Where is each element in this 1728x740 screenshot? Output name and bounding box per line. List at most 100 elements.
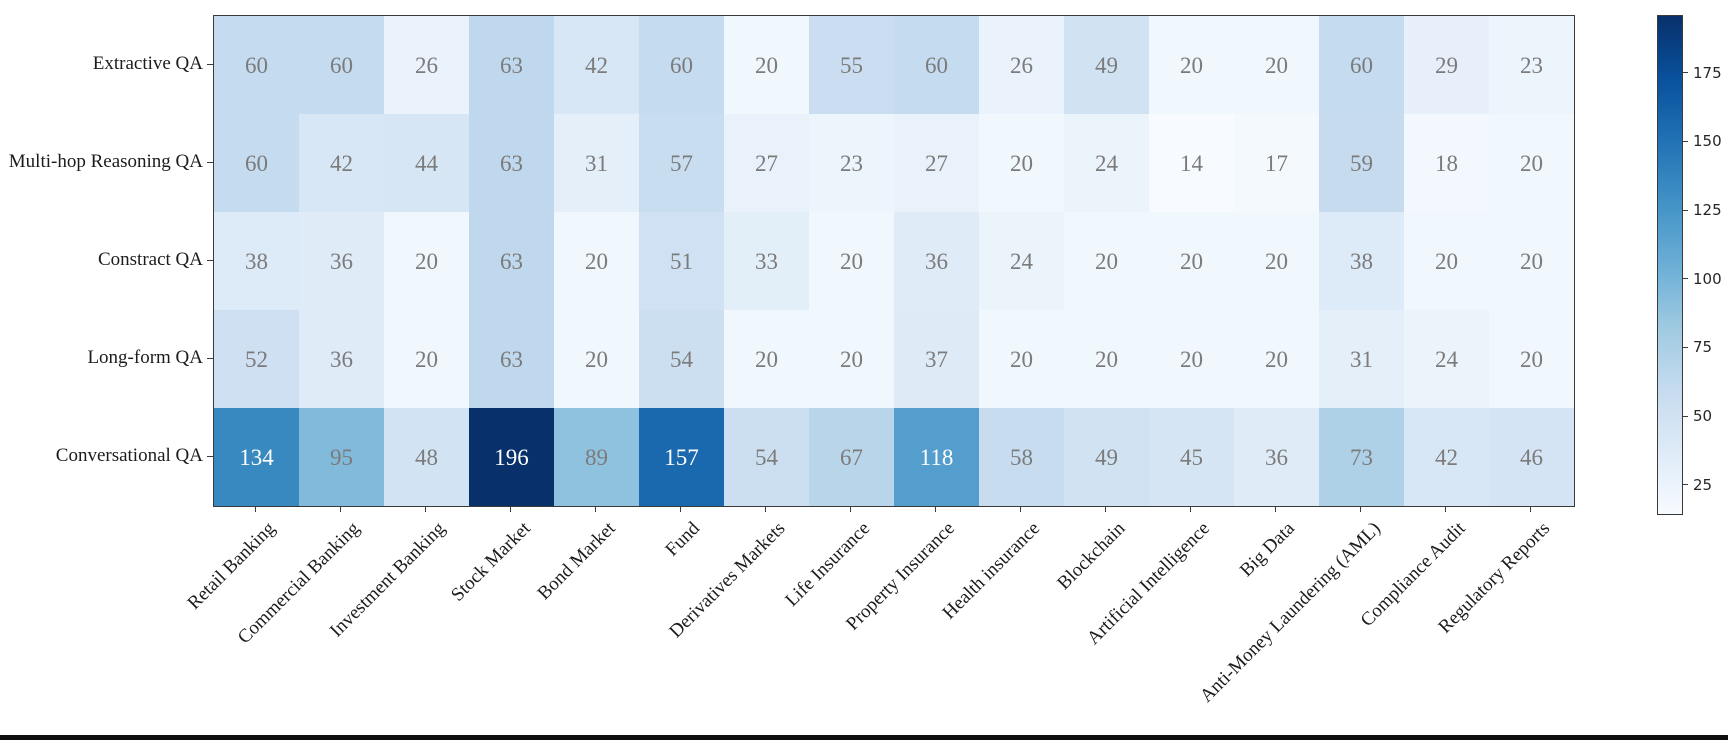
heatmap-plot-area: 60 60 26 63 42 60 20 55 60 26 49 20 20 60 29 23 60 42 44 63…: [213, 15, 1575, 507]
colorbar-tick-mark: [1683, 140, 1688, 142]
heatmap-cell: 36: [299, 212, 384, 310]
colorbar-tick-label: 25: [1693, 475, 1713, 494]
heatmap-cell: 20: [1489, 310, 1574, 408]
y-tick-label: Multi-hop Reasoning QA: [8, 151, 203, 172]
heatmap-cell: 23: [809, 114, 894, 212]
heatmap-cell: 20: [554, 310, 639, 408]
x-tick-mark: [935, 506, 936, 512]
heatmap-cell: 20: [809, 310, 894, 408]
heatmap-cell: 36: [894, 212, 979, 310]
heatmap-cell: 29: [1404, 16, 1489, 114]
x-tick-label: Fund: [661, 518, 705, 561]
colorbar-tick-label: 100: [1693, 269, 1722, 288]
heatmap-cell: 60: [214, 16, 299, 114]
heatmap-cell: 20: [1149, 310, 1234, 408]
heatmap-cell: 20: [1234, 16, 1319, 114]
x-tick-label: Anti-Money Laundering (AML): [1195, 518, 1385, 707]
heatmap-cell: 20: [1234, 212, 1319, 310]
heatmap-cell: 20: [1234, 310, 1319, 408]
x-tick-mark: [850, 506, 851, 512]
heatmap-cell: 20: [1149, 212, 1234, 310]
heatmap-cell: 20: [1064, 310, 1149, 408]
heatmap-cell: 36: [299, 310, 384, 408]
heatmap-cell: 63: [469, 114, 554, 212]
x-tick-mark: [1360, 506, 1361, 512]
x-tick-label: Bond Market: [533, 518, 620, 605]
colorbar-tick-mark: [1683, 415, 1688, 417]
heatmap-cell: 54: [724, 408, 809, 506]
x-tick-mark: [510, 506, 511, 512]
y-tick-label: Long-form QA: [87, 347, 203, 368]
x-tick-label: Blockchain: [1053, 518, 1130, 595]
heatmap-cell: 157: [639, 408, 724, 506]
heatmap-cell: 26: [979, 16, 1064, 114]
heatmap-cell: 95: [299, 408, 384, 506]
colorbar-tick-mark: [1683, 278, 1688, 280]
heatmap-cell: 48: [384, 408, 469, 506]
heatmap-cell: 59: [1319, 114, 1404, 212]
y-tick-label: Conversational QA: [55, 445, 203, 466]
heatmap-cell: 20: [554, 212, 639, 310]
heatmap-cell: 20: [384, 212, 469, 310]
heatmap-cell: 60: [894, 16, 979, 114]
colorbar-tick-label: 150: [1693, 132, 1722, 151]
heatmap-cell: 196: [469, 408, 554, 506]
x-tick-mark: [1445, 506, 1446, 512]
heatmap-cell: 20: [724, 16, 809, 114]
heatmap-cell: 42: [554, 16, 639, 114]
heatmap-cell: 51: [639, 212, 724, 310]
x-tick-mark: [765, 506, 766, 512]
heatmap-cell: 55: [809, 16, 894, 114]
heatmap-cell: 38: [214, 212, 299, 310]
heatmap-cell: 20: [384, 310, 469, 408]
heatmap-cell: 14: [1149, 114, 1234, 212]
heatmap-cell: 60: [1319, 16, 1404, 114]
heatmap-cell: 58: [979, 408, 1064, 506]
y-tick-mark: [207, 357, 213, 359]
heatmap-cell: 20: [1489, 212, 1574, 310]
heatmap-cell: 20: [979, 310, 1064, 408]
heatmap-cell: 60: [214, 114, 299, 212]
heatmap-cell: 49: [1064, 16, 1149, 114]
x-tick-mark: [1020, 506, 1021, 512]
colorbar: [1657, 15, 1683, 515]
colorbar-tick-label: 50: [1693, 407, 1713, 426]
heatmap-cell: 18: [1404, 114, 1489, 212]
heatmap-cell: 20: [979, 114, 1064, 212]
y-tick-label: Extractive QA: [92, 53, 203, 74]
heatmap-cell: 67: [809, 408, 894, 506]
heatmap-cell: 63: [469, 310, 554, 408]
heatmap-cell: 45: [1149, 408, 1234, 506]
heatmap-cell: 27: [724, 114, 809, 212]
y-tick-label: Constract QA: [97, 249, 203, 270]
heatmap-cell: 31: [1319, 310, 1404, 408]
heatmap-cell: 24: [979, 212, 1064, 310]
x-tick-label: Big Data: [1236, 518, 1300, 581]
heatmap-cell: 31: [554, 114, 639, 212]
colorbar-tick-label: 125: [1693, 201, 1722, 220]
heatmap-cell: 26: [384, 16, 469, 114]
x-tick-mark: [1530, 506, 1531, 512]
heatmap-cell: 57: [639, 114, 724, 212]
x-tick-mark: [1190, 506, 1191, 512]
y-tick-mark: [207, 259, 213, 261]
heatmap-cell: 38: [1319, 212, 1404, 310]
y-tick-mark: [207, 455, 213, 457]
heatmap-cell: 42: [1404, 408, 1489, 506]
heatmap-cell: 49: [1064, 408, 1149, 506]
colorbar-tick-mark: [1683, 72, 1688, 74]
heatmap-cell: 42: [299, 114, 384, 212]
heatmap-cell: 20: [809, 212, 894, 310]
colorbar-tick-label: 175: [1693, 63, 1722, 82]
heatmap-cell: 89: [554, 408, 639, 506]
heatmap-cell: 118: [894, 408, 979, 506]
heatmap-cell: 44: [384, 114, 469, 212]
heatmap-cell: 20: [1149, 16, 1234, 114]
heatmap-cell: 63: [469, 16, 554, 114]
y-tick-mark: [207, 161, 213, 163]
heatmap-cell: 27: [894, 114, 979, 212]
heatmap-cell: 134: [214, 408, 299, 506]
heatmap-cell: 54: [639, 310, 724, 408]
heatmap-cell: 60: [639, 16, 724, 114]
